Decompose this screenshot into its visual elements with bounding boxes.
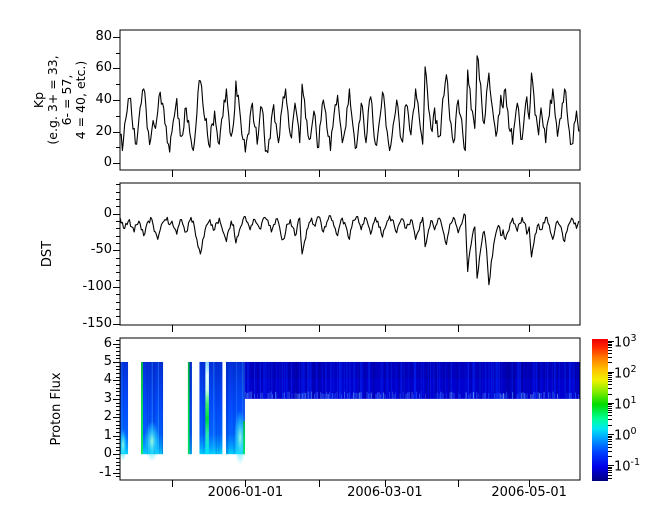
y-tick-label: 40 (95, 92, 112, 107)
y-tick-label: 5 (103, 353, 112, 369)
heatmap-column (243, 420, 245, 455)
y-tick-label: 0 (103, 446, 112, 462)
y-tick-label: -1 (99, 464, 112, 480)
y-tick-label: 3 (103, 390, 112, 406)
y-tick-label: -100 (82, 278, 112, 294)
heatmap-column (199, 361, 223, 455)
proton-flux-heatmap (120, 361, 580, 466)
colorbar-tick-label: 103 (614, 332, 637, 350)
kp-axis-label-line2: (e.g. 3+ = 33, (45, 55, 60, 145)
colorbar-tick-label: 102 (614, 363, 637, 382)
heatmap-band (244, 361, 580, 399)
panel-border (119, 337, 581, 481)
y-tick-label: 1 (103, 427, 112, 443)
heatmap-column (141, 361, 143, 455)
heatmap-blob (144, 420, 160, 462)
heatmap-column (120, 361, 129, 455)
heatmap-bright-streak (205, 361, 209, 455)
y-tick-label: 20 (95, 123, 112, 139)
y-tick-label: -150 (82, 315, 112, 331)
y-tick-label: 0 (103, 155, 112, 171)
proton-flux-axis-label: Proton Flux (49, 372, 64, 446)
y-tick-label: 6 (103, 335, 112, 351)
colorbar-tick-label: 10-1 (614, 457, 641, 475)
y-tick-label: 4 (103, 372, 112, 388)
x-tick-label-jan: 2006-01-01 (207, 485, 284, 500)
panel-border (119, 182, 581, 326)
y-tick-label: 80 (95, 28, 112, 44)
kp-series-group (120, 55, 580, 154)
kp-series-line (120, 55, 580, 154)
kp-axis-label-line1: Kp (31, 91, 46, 109)
colorbar-tick-label: 100 (614, 426, 637, 444)
y-tick-label: 0 (103, 205, 112, 221)
colorbar-tick-label: 101 (614, 394, 637, 413)
colorbar (592, 339, 608, 481)
dst-series-line (120, 213, 580, 286)
x-tick-label-may: 2006-05-01 (491, 485, 567, 500)
heatmap-column (189, 361, 192, 455)
y-tick-label: 60 (95, 60, 112, 76)
heatmap-column (187, 361, 190, 455)
y-tick-label: -50 (90, 242, 112, 258)
y-tick-label: 2 (103, 409, 112, 425)
heatmap-blob (120, 428, 127, 462)
dst-series-group (120, 213, 580, 286)
x-tick-label-mar: 2006-03-01 (347, 485, 423, 500)
dst-axis-label: DST (40, 240, 55, 268)
